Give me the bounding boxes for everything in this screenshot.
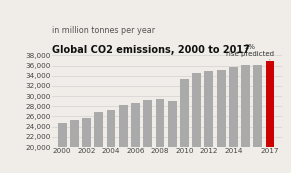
Bar xyxy=(253,65,262,173)
Bar xyxy=(119,105,128,173)
Bar xyxy=(131,103,140,173)
Bar xyxy=(82,118,91,173)
Text: in million tonnes per year: in million tonnes per year xyxy=(52,26,155,35)
Bar xyxy=(143,100,152,173)
Text: 2%
rise predicted: 2% rise predicted xyxy=(226,44,274,60)
Bar xyxy=(95,112,103,173)
Bar xyxy=(229,67,238,173)
Bar xyxy=(266,61,274,173)
Bar xyxy=(241,65,250,173)
Bar xyxy=(192,73,201,173)
Text: Global CO2 emissions, 2000 to 2017: Global CO2 emissions, 2000 to 2017 xyxy=(52,45,250,55)
Bar xyxy=(205,71,213,173)
Bar xyxy=(156,99,164,173)
Bar xyxy=(217,70,226,173)
Bar xyxy=(70,120,79,173)
Bar xyxy=(107,110,116,173)
Bar xyxy=(58,123,67,173)
Bar xyxy=(180,79,189,173)
Bar xyxy=(168,101,177,173)
